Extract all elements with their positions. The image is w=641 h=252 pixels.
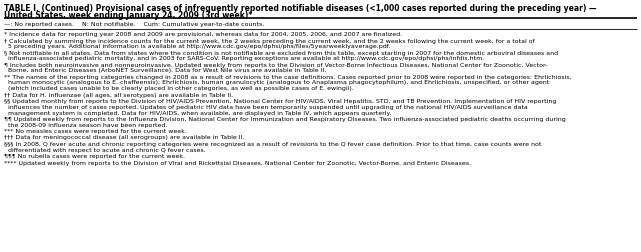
Text: *** No measles cases were reported for the current week.: *** No measles cases were reported for t… bbox=[4, 129, 187, 134]
Text: †† Data for H. influenzae (all ages, all serotypes) are available in Table II.: †† Data for H. influenzae (all ages, all… bbox=[4, 92, 233, 98]
Text: §§ Updated monthly from reports to the Division of HIV/AIDS Prevention, National: §§ Updated monthly from reports to the D… bbox=[4, 99, 556, 116]
Text: TABLE I. (Continued) Provisional cases of infrequently reported notifiable disea: TABLE I. (Continued) Provisional cases o… bbox=[4, 4, 597, 13]
Text: **** Updated weekly from reports to the Division of Viral and Rickettsial Diseas: **** Updated weekly from reports to the … bbox=[4, 161, 471, 166]
Text: ¶¶ Updated weekly from reports to the Influenza Division, National Center for Im: ¶¶ Updated weekly from reports to the In… bbox=[4, 117, 566, 128]
Text: ¶ Includes both neuroinvasive and nonneuroinvasive. Updated weekly from reports : ¶ Includes both neuroinvasive and nonneu… bbox=[4, 62, 547, 73]
Text: ** The names of the reporting categories changed in 2008 as a result of revision: ** The names of the reporting categories… bbox=[4, 75, 572, 91]
Text: § Not notifiable in all states. Data from states where the condition is not noti: § Not notifiable in all states. Data fro… bbox=[4, 50, 558, 61]
Text: ††† Data for meningococcal disease (all serogroups) are available in Table II.: ††† Data for meningococcal disease (all … bbox=[4, 136, 244, 141]
Text: * Incidence data for reporting year 2008 and 2009 are provisional, whereas data : * Incidence data for reporting year 2008… bbox=[4, 32, 402, 37]
Text: United States, week ending January 24, 2009 (3rd week)*: United States, week ending January 24, 2… bbox=[4, 11, 253, 20]
Text: —: No reported cases.    N: Not notifiable.    Cum: Cumulative year-to-date coun: —: No reported cases. N: Not notifiable.… bbox=[4, 22, 264, 27]
Text: ¶¶¶ No rubella cases were reported for the current week.: ¶¶¶ No rubella cases were reported for t… bbox=[4, 154, 185, 159]
Text: † Calculated by summing the incidence counts for the current week, the 2 weeks p: † Calculated by summing the incidence co… bbox=[4, 39, 535, 49]
Text: §§§ In 2008, Q fever acute and chronic reporting categories were recognized as a: §§§ In 2008, Q fever acute and chronic r… bbox=[4, 142, 542, 153]
